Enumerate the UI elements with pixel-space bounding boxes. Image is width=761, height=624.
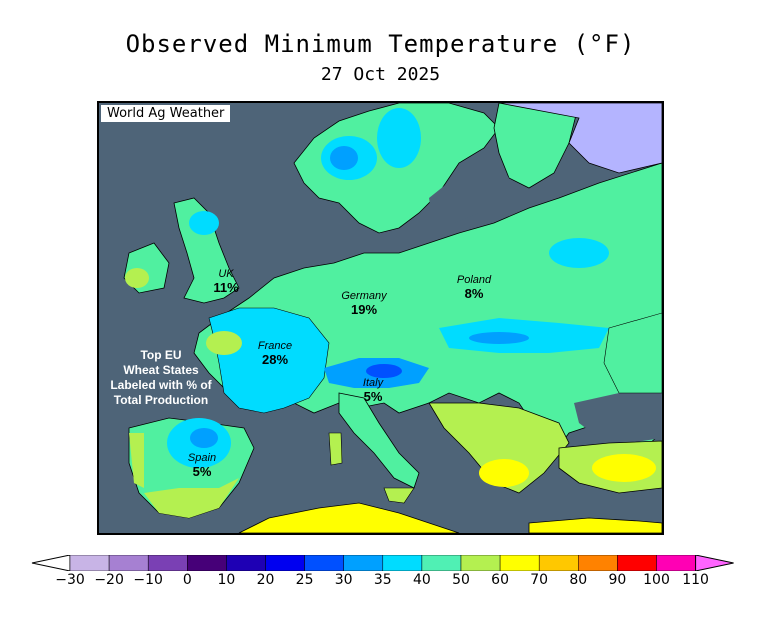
warm-area-portugal	[129, 433, 144, 488]
region-label-spain: Spain 5%	[188, 451, 216, 479]
legend-swatch	[656, 555, 696, 571]
legend-over-arrow	[695, 555, 734, 571]
wheat-note: Top EU Wheat States Labeled with % of To…	[99, 348, 226, 408]
region-name: UK	[218, 268, 234, 280]
map-title: Observed Minimum Temperature (°F)	[125, 30, 636, 58]
region-percent: 19%	[350, 302, 378, 317]
note-line: Wheat States	[123, 363, 199, 377]
legend-under-arrow	[31, 555, 71, 571]
region-name: Germany	[341, 290, 387, 302]
baltic-sea	[429, 158, 509, 228]
region-percent: 5%	[363, 389, 383, 404]
region-percent: 5%	[192, 464, 212, 479]
cold-area-norway-core	[330, 146, 358, 170]
region-name: Spain	[187, 452, 217, 464]
land-france	[208, 307, 330, 414]
legend-swatch	[187, 555, 227, 571]
legend-swatch	[578, 555, 618, 571]
legend-tick-label: 80	[569, 572, 588, 588]
region-name: Italy	[362, 377, 384, 389]
legend-tick-label: 40	[412, 572, 431, 588]
black-sea	[574, 393, 662, 443]
legend-tick-label: 50	[452, 572, 470, 588]
legend-swatch	[499, 555, 540, 571]
legend-tick-label: −20	[94, 572, 124, 588]
legend-tick-label: 100	[643, 572, 670, 588]
legend-swatch	[226, 555, 266, 571]
region-label-france: France 28%	[258, 339, 292, 367]
legend-swatch	[265, 555, 305, 571]
region-name: Poland	[456, 274, 492, 286]
legend-swatch	[617, 555, 657, 571]
land-sardinia	[328, 432, 343, 466]
land-sicily	[383, 487, 415, 504]
legend-swatch	[382, 555, 423, 571]
temperature-map: World Ag Weather UK 11% Germany 19% Pola…	[97, 101, 664, 535]
land-russia-north	[498, 103, 662, 174]
cool-area-belarus	[549, 238, 609, 268]
legend-tick-label: 10	[217, 572, 236, 588]
color-legend	[31, 555, 734, 571]
cold-area-scotland	[189, 211, 219, 235]
legend-tick-label: −10	[133, 572, 163, 588]
region-percent: 11%	[213, 280, 239, 295]
map-canvas	[123, 103, 662, 533]
region-label-poland: Poland 8%	[457, 273, 491, 301]
legend-tick-label: 90	[608, 572, 627, 588]
note-line: Top EU	[140, 348, 182, 362]
hot-area-greece	[479, 459, 529, 487]
region-label-uk: UK 11%	[213, 267, 238, 295]
legend-swatch	[460, 555, 501, 571]
cold-area-sweden	[377, 108, 421, 168]
region-percent: 8%	[464, 286, 484, 301]
land-scandinavia	[293, 103, 500, 234]
warm-area-brittany	[206, 331, 242, 355]
region-name: France	[257, 340, 293, 352]
land-north-africa	[238, 502, 460, 533]
land-balkans	[428, 402, 570, 494]
legend-swatch	[304, 555, 344, 571]
note-line: Labeled with % of	[110, 378, 212, 392]
note-line: Total Production	[113, 393, 209, 407]
cold-core-spain	[190, 428, 218, 448]
legend-tick-label: 30	[334, 572, 353, 588]
legend-swatch	[343, 555, 384, 571]
legend-swatch	[538, 555, 579, 571]
legend-ticks: −30 −20 −10 0 10 20 25 30 35 40 50 60 70 80 90 100 110	[0, 572, 761, 592]
mild-area-ireland	[125, 268, 149, 288]
land-north-africa-east	[528, 517, 662, 533]
legend-tick-label: 25	[295, 572, 314, 588]
legend-tick-label: 60	[491, 572, 510, 588]
legend-swatch	[147, 555, 188, 571]
land-east	[603, 312, 662, 394]
legend-swatch	[69, 555, 110, 571]
legend-tick-label: 70	[530, 572, 549, 588]
map-date: 27 Oct 2025	[320, 64, 441, 85]
cold-core-carpathians	[469, 332, 529, 344]
legend-tick-label: 0	[182, 572, 192, 588]
warm-area-spain-south	[144, 478, 239, 518]
legend-tick-label: 35	[373, 572, 392, 588]
source-label: World Ag Weather	[101, 105, 231, 122]
region-label-germany: Germany 19%	[341, 289, 386, 317]
cold-core-alps	[366, 364, 402, 378]
region-label-italy: Italy 5%	[363, 376, 383, 404]
legend-tick-label: −30	[55, 572, 85, 588]
legend-swatch	[108, 555, 149, 571]
legend-swatch	[421, 555, 462, 571]
legend-tick-label: 110	[682, 572, 709, 588]
hot-area-turkey	[592, 454, 656, 482]
legend-tick-label: 20	[256, 572, 275, 588]
region-percent: 28%	[261, 352, 289, 367]
